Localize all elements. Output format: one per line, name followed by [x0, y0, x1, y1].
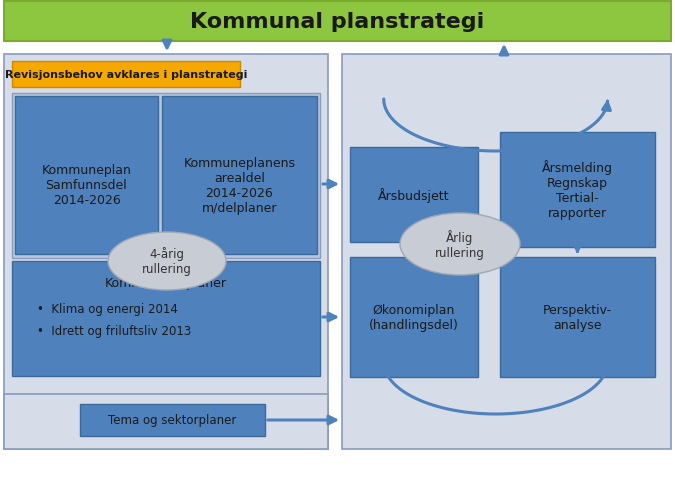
Bar — [4, 394, 328, 449]
Bar — [350, 148, 478, 242]
Text: •  Idrett og friluftsliv 2013: • Idrett og friluftsliv 2013 — [37, 325, 191, 338]
Text: Kommunedelplaner: Kommunedelplaner — [105, 277, 227, 290]
Bar — [500, 257, 655, 377]
Bar — [15, 97, 158, 255]
Bar — [12, 261, 320, 376]
Bar — [162, 97, 317, 255]
Ellipse shape — [108, 232, 226, 290]
Bar — [500, 133, 655, 247]
Text: 4-årig
rullering: 4-årig rullering — [142, 247, 192, 276]
Text: Økonomiplan
(handlingsdel): Økonomiplan (handlingsdel) — [369, 303, 459, 332]
Bar — [12, 94, 320, 258]
Bar — [342, 55, 671, 449]
Bar — [4, 55, 328, 449]
Text: Årsbudsjett: Årsbudsjett — [378, 188, 450, 203]
Text: Kommuneplanens
arealdel
2014-2026
m/delplaner: Kommuneplanens arealdel 2014-2026 m/delp… — [184, 157, 296, 214]
Text: Kommuneplan
Samfunnsdel
2014-2026: Kommuneplan Samfunnsdel 2014-2026 — [42, 164, 132, 207]
Bar — [12, 62, 240, 88]
Text: Tema og sektorplaner: Tema og sektorplaner — [108, 414, 237, 426]
Bar — [4, 2, 671, 42]
Text: •  Klima og energi 2014: • Klima og energi 2014 — [37, 303, 178, 316]
Text: Perspektiv-
analyse: Perspektiv- analyse — [543, 303, 612, 332]
Bar — [80, 404, 265, 436]
Text: Årlig
rullering: Årlig rullering — [435, 229, 485, 259]
Text: Revisjonsbehov avklares i planstrategi: Revisjonsbehov avklares i planstrategi — [5, 70, 247, 80]
Text: Kommunal planstrategi: Kommunal planstrategi — [190, 12, 484, 32]
Ellipse shape — [400, 213, 520, 275]
Text: Årsmelding
Regnskap
Tertial-
rapporter: Årsmelding Regnskap Tertial- rapporter — [542, 160, 613, 220]
Bar — [350, 257, 478, 377]
